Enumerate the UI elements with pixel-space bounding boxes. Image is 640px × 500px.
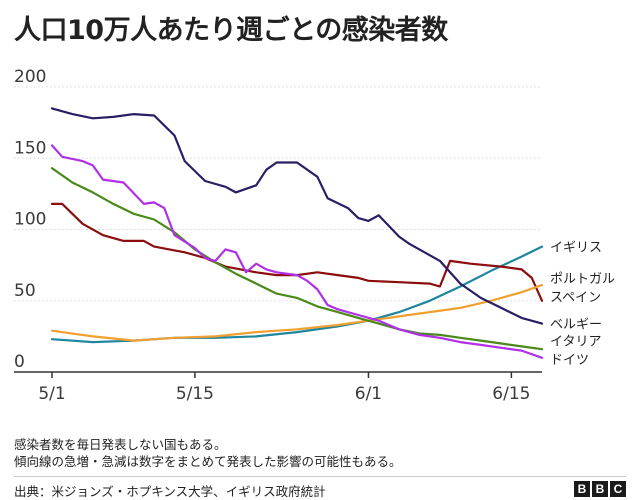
- y-tick-label: 200: [14, 67, 46, 87]
- x-tick-label: 5/1: [38, 384, 65, 404]
- line-chart: 0 50 100 150 200 5/1 5/15 6/1 6/15 イギリスポルトガルスペイ…: [14, 67, 615, 404]
- series-lines: [50, 107, 544, 359]
- logo-letter: C: [610, 481, 626, 497]
- y-axis-ticks: 0 50 100 150 200: [14, 67, 46, 372]
- legend-label: スペイン: [550, 290, 601, 305]
- y-tick-label: 0: [14, 352, 25, 372]
- x-tick-label: 6/1: [355, 384, 382, 404]
- series-line: [50, 167, 544, 351]
- legend-label: イタリア: [550, 335, 601, 350]
- x-axis: 5/1 5/15 6/1 6/15: [14, 371, 542, 404]
- y-tick-label: 100: [14, 210, 46, 230]
- chart-notes: 感染者数を毎日発表しない国もある。 傾向線の急増・急減は数字をまとめて発表した影…: [14, 436, 402, 470]
- y-tick-label: 150: [14, 138, 46, 158]
- logo-letter: B: [592, 481, 608, 497]
- series-line: [50, 107, 544, 325]
- chart-title: 人口10万人あたり週ごとの感染者数: [14, 15, 448, 46]
- y-tick-label: 50: [14, 281, 36, 301]
- x-tick-label: 6/15: [492, 384, 530, 404]
- logo-letter: B: [574, 481, 590, 497]
- x-tick-label: 5/15: [176, 384, 214, 404]
- legend-label: ドイツ: [550, 353, 589, 368]
- legend-label: ベルギー: [550, 318, 602, 333]
- series-line: [50, 284, 544, 342]
- source-credit: 出典：米ジョンズ・ホプキンス大学、イギリス政府統計: [14, 484, 326, 499]
- footer-divider: [14, 476, 626, 477]
- series-line: [50, 245, 544, 344]
- note-2: 傾向線の急増・急減は数字をまとめて発表した影響の可能性もある。: [14, 454, 402, 469]
- legend-label: ポルトガル: [550, 272, 615, 287]
- legend-label: イギリス: [550, 241, 602, 256]
- gridlines: [14, 86, 542, 302]
- note-1: 感染者数を毎日発表しない国もある。: [14, 437, 227, 452]
- series-line: [50, 202, 544, 302]
- bbc-logo: B B C: [574, 481, 626, 497]
- series-line: [50, 144, 544, 359]
